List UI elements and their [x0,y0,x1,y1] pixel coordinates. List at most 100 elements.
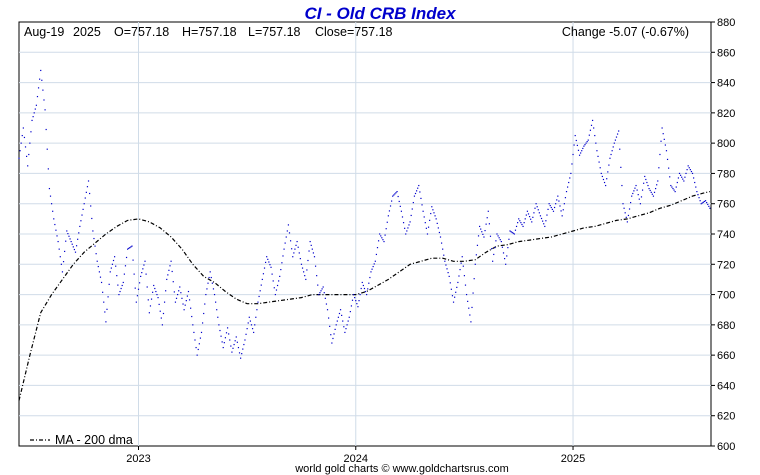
price-point [274,280,280,296]
price-point [27,131,32,167]
legend-label: MA - 200 dma [55,433,133,447]
price-point [335,312,341,326]
price-point [218,324,223,343]
price-point [392,192,397,197]
price-point [405,224,410,235]
price-point [70,240,76,251]
price-point [48,187,54,212]
price-point [413,187,419,197]
price-point [500,240,506,260]
price-point [100,281,106,313]
price-point [127,246,132,250]
price-point [244,322,249,341]
price-point [396,191,401,207]
price-point [287,224,293,250]
price-point [674,177,680,193]
price-point [570,144,575,175]
price-point [383,221,388,243]
y-tick-label: 840 [717,78,735,90]
price-point [483,217,488,238]
price-point [496,233,501,241]
price-point [148,291,154,314]
price-point [135,282,141,303]
price-point [618,130,623,187]
price-point [309,240,314,254]
price-point [113,256,119,286]
price-point [513,222,519,235]
y-tick-label: 680 [717,320,735,332]
price-point [691,172,697,188]
price-point [179,286,184,305]
price-point [92,230,97,255]
price-point [226,327,232,347]
price-point [270,266,275,289]
x-tick-label: 2023 [126,453,150,465]
price-point [187,290,193,318]
header-close: Close=757.18 [315,25,393,39]
price-point [583,141,588,147]
price-point [605,164,610,187]
price-point [704,200,710,207]
price-point [626,201,632,223]
price-point [700,200,706,205]
price-point [87,180,93,220]
price-point [574,134,580,151]
price-point [678,172,684,180]
price-point [544,208,549,228]
price-point [196,337,202,356]
y-tick-label: 880 [717,17,735,29]
price-point [213,293,219,318]
price-point [665,150,671,178]
price-point [670,184,675,191]
price-point [448,275,454,297]
y-tick-label: 620 [717,411,735,423]
price-point [44,109,49,170]
price-point [66,230,71,240]
price-point [509,230,514,234]
price-point [422,210,427,229]
price-point [305,250,310,281]
x-gridlines [137,22,574,446]
y-tick-label: 860 [717,47,735,59]
price-point [266,256,271,266]
y-tick-label: 660 [717,350,735,362]
price-point [535,203,540,214]
price-point [57,240,62,265]
price-point [609,146,614,159]
price-point [439,236,445,256]
price-point [35,78,41,106]
price-point [648,187,653,195]
price-point [161,290,167,326]
price-point [296,240,301,260]
price-point [209,271,215,290]
price-point [578,147,584,156]
y-tick-label: 640 [717,380,735,392]
price-point [192,324,197,349]
price-point [370,263,375,273]
price-point [622,203,627,218]
price-point [561,197,567,217]
price-point [331,328,336,344]
price-point [687,165,693,173]
price-point [661,127,666,146]
y-tick-label: 820 [717,108,735,120]
price-point [231,340,236,353]
price-point [131,245,136,289]
price-point [122,256,128,284]
price-point [240,343,245,359]
price-point [74,232,80,253]
price-point [492,240,497,262]
x-tick-label: 2024 [344,453,368,465]
price-point [157,297,162,319]
x-axis: 2023 2024 2025 [126,446,585,465]
price-point [452,286,458,303]
price-point [326,309,332,336]
footer-credit: world gold charts © www.goldchartsrus.co… [294,463,509,475]
price-point [118,284,123,296]
price-point [565,177,571,193]
y-tick-label: 780 [717,168,735,180]
price-point [457,262,462,284]
price-point [557,195,562,212]
price-point [652,184,658,197]
